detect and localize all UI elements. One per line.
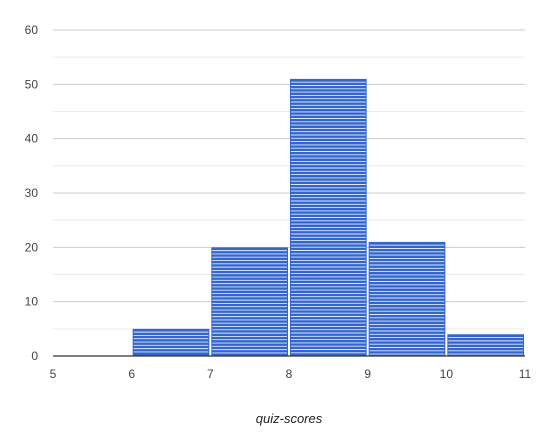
histogram-bar bbox=[211, 247, 288, 356]
y-tick-label: 50 bbox=[25, 77, 39, 91]
x-tick-label: 6 bbox=[128, 367, 135, 381]
x-tick-label: 10 bbox=[440, 367, 454, 381]
histogram-bar bbox=[368, 241, 446, 356]
y-tick-label: 20 bbox=[25, 240, 39, 254]
histogram-bar bbox=[447, 334, 524, 356]
x-tick-label: 5 bbox=[50, 367, 57, 381]
x-tick-label: 9 bbox=[364, 367, 371, 381]
y-tick-label: 40 bbox=[25, 132, 39, 146]
y-tick-label: 30 bbox=[25, 186, 39, 200]
histogram-bar bbox=[132, 328, 210, 356]
x-tick-label: 7 bbox=[207, 367, 214, 381]
grid-lines bbox=[53, 29, 525, 330]
axes: 0 10 20 30 40 50 60 5 6 7 8 9 10 11 bbox=[25, 23, 532, 381]
histogram-bars bbox=[132, 78, 524, 357]
y-tick-label: 0 bbox=[31, 349, 38, 363]
histogram-bar bbox=[290, 78, 367, 357]
x-axis-title: quiz-scores bbox=[256, 411, 323, 426]
y-tick-label: 10 bbox=[25, 295, 39, 309]
y-tick-label: 60 bbox=[25, 23, 39, 37]
x-tick-label: 11 bbox=[519, 367, 532, 381]
x-tick-label: 8 bbox=[286, 367, 293, 381]
